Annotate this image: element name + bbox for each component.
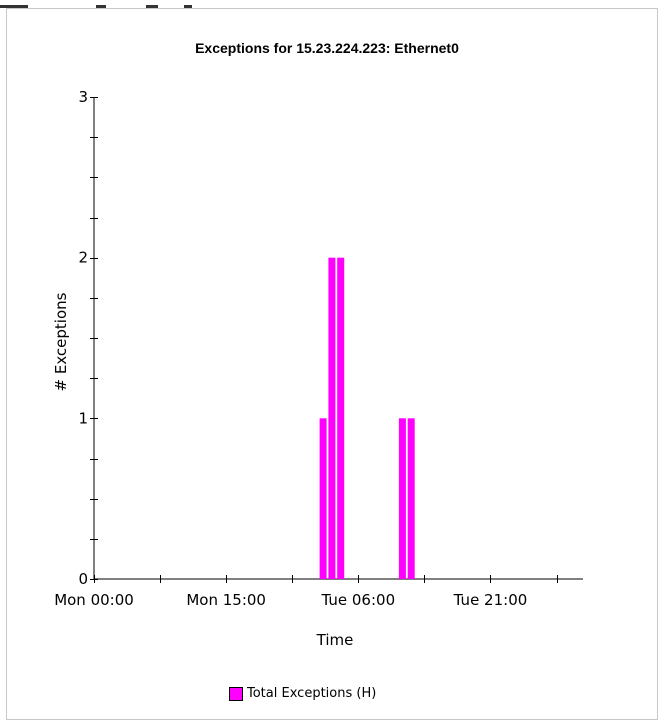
bar <box>337 257 345 579</box>
chart-title: Exceptions for 15.23.224.223: Ethernet0 <box>195 40 459 56</box>
y-tick-label: 2 <box>78 249 88 267</box>
chart-panel: Exceptions for 15.23.224.223: Ethernet0 … <box>6 8 658 720</box>
bar <box>407 418 415 579</box>
y-axis-label: # Exceptions <box>52 292 70 391</box>
header-fragment <box>0 5 28 8</box>
y-tick-label: 1 <box>78 409 88 427</box>
bar <box>398 418 406 579</box>
header-fragment <box>184 5 192 8</box>
x-axis-label: Time <box>316 631 354 649</box>
cropped-header-fragment <box>0 5 192 8</box>
bar <box>328 257 336 579</box>
x-tick-label: Tue 06:00 <box>321 591 396 609</box>
bars <box>319 257 415 579</box>
legend: Total Exceptions (H) <box>229 686 376 701</box>
x-tick-label: Mon 15:00 <box>186 591 266 609</box>
legend-swatch <box>229 686 243 701</box>
legend-label: Total Exceptions (H) <box>247 686 377 701</box>
y-tick-label: 3 <box>78 88 88 106</box>
y-tick-label: 0 <box>78 570 88 588</box>
exceptions-chart: Exceptions for 15.23.224.223: Ethernet0 … <box>52 40 583 649</box>
header-fragment <box>96 5 106 8</box>
top-strip <box>0 0 665 8</box>
header-fragment <box>146 5 158 8</box>
axes: 0 1 2 3 Mon 00:00 Mon 15:00 Tue 06:00 Tue 21:00 <box>54 88 583 609</box>
x-tick-label: Mon 00:00 <box>54 591 134 609</box>
bar <box>319 418 327 579</box>
x-tick-label: Tue 21:00 <box>453 591 528 609</box>
